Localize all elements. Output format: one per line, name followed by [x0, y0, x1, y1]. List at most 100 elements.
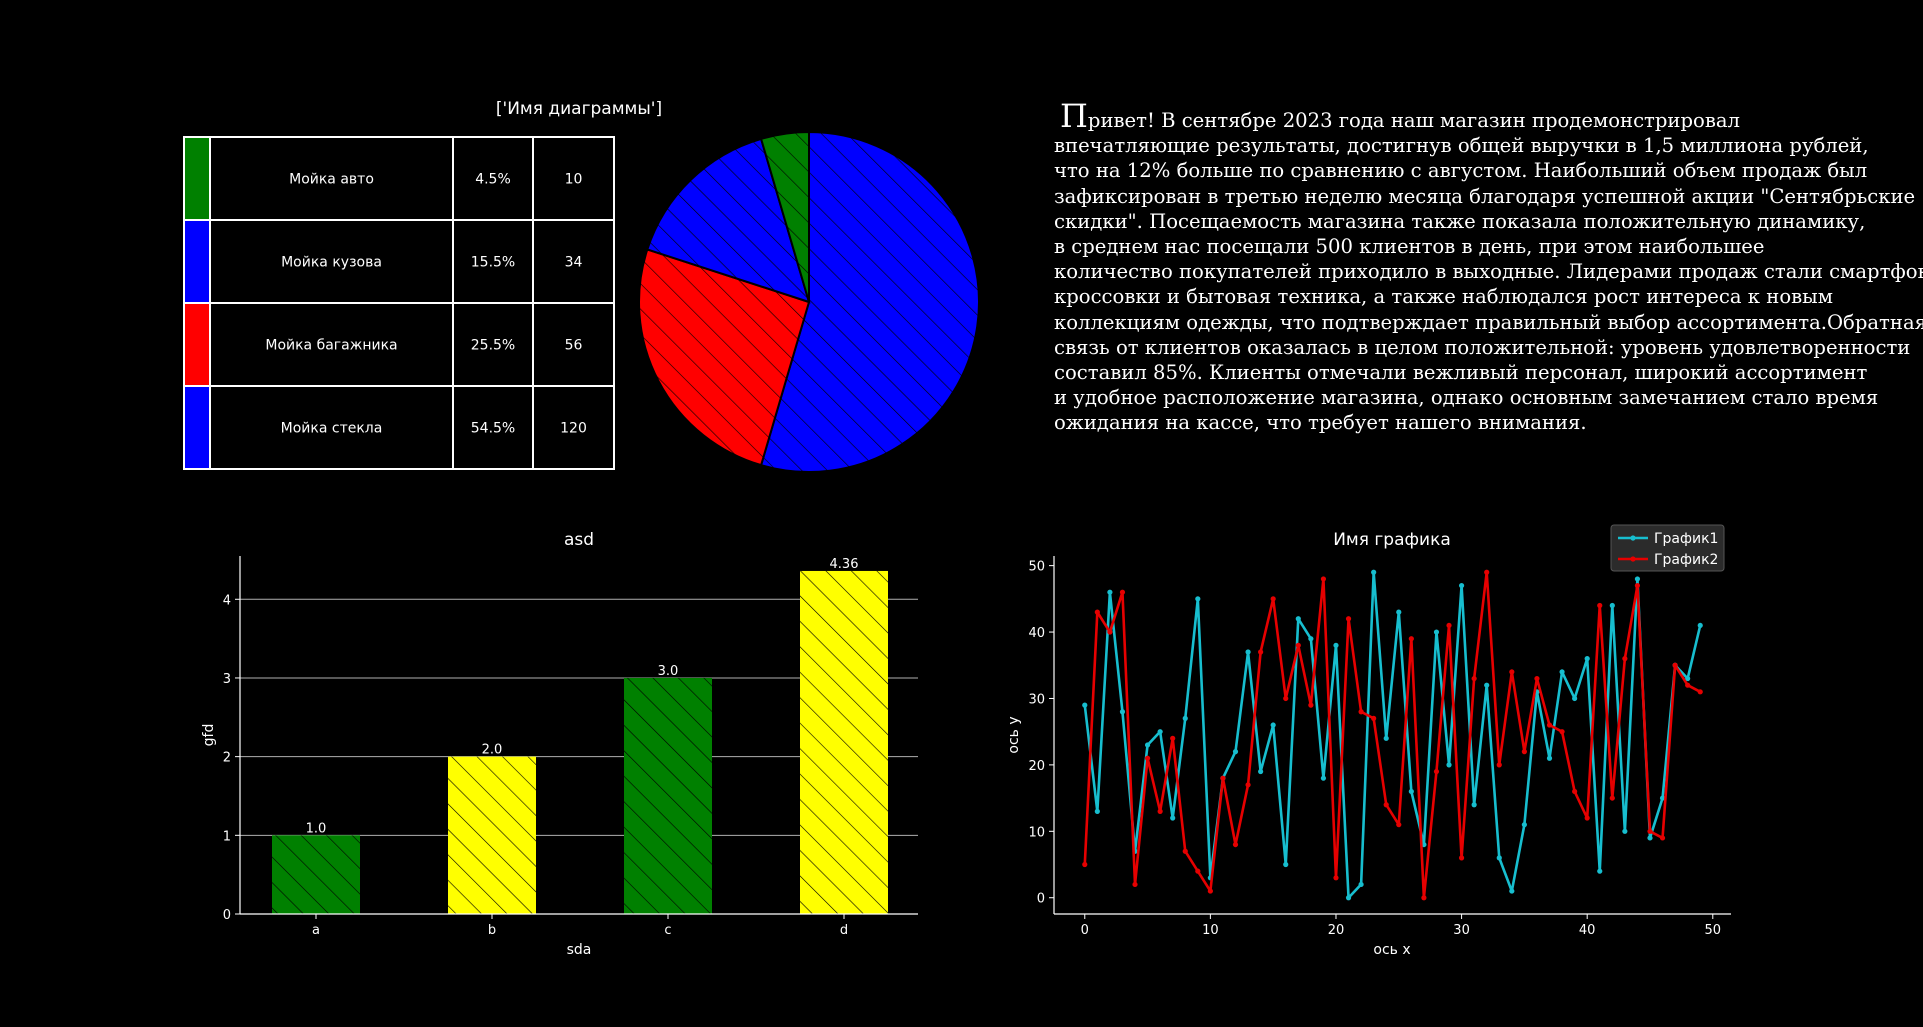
legend-label: График1 — [1654, 531, 1718, 547]
bar-hatch — [448, 756, 536, 914]
pie-table-cell — [209, 302, 454, 387]
series-point — [1458, 855, 1465, 861]
series-point — [1647, 828, 1653, 834]
pie-table-value: 34 — [565, 255, 583, 271]
bar-value-label: 2.0 — [482, 743, 503, 758]
bar-chart-bars: 1.0 2.0 3.0 4.36 — [272, 557, 888, 914]
line-xtick-label: 30 — [1453, 923, 1470, 938]
report-line: ривет! В сентябре 2023 года наш магазин … — [1087, 109, 1740, 132]
series-point — [1182, 848, 1188, 854]
series-point — [1685, 682, 1691, 688]
series-point — [1232, 749, 1239, 755]
series-point — [1358, 709, 1364, 715]
series-point — [1584, 815, 1590, 821]
bar-chart-title: asd — [564, 530, 594, 550]
pie-slice-hatch — [647, 138, 809, 302]
pie-table-swatch — [183, 136, 211, 221]
series-point — [1245, 782, 1251, 788]
series-point — [1559, 729, 1565, 735]
series-point — [1408, 636, 1414, 642]
series-point — [1308, 702, 1314, 708]
pie-table-percent: 15.5% — [471, 255, 515, 271]
series-point — [1559, 669, 1565, 675]
pie-slice-hatch — [639, 249, 809, 466]
pie-table-cell — [452, 136, 534, 221]
line-chart: Имя графика 0 10 20 30 40 50 0 10 20 30 40 50 ось x… — [1006, 524, 1731, 958]
pie-table-swatch — [183, 385, 211, 470]
line-xtick-label: 40 — [1579, 923, 1596, 938]
series-point — [1685, 675, 1691, 682]
series-point — [1446, 762, 1452, 768]
series-point — [1546, 722, 1553, 728]
series-point — [1433, 768, 1440, 775]
series-point — [1509, 669, 1515, 675]
series-point — [1170, 815, 1176, 821]
series-point — [1672, 662, 1678, 668]
series-point — [1170, 735, 1176, 741]
series-point — [1496, 855, 1502, 861]
pie-chart: ['Имя диаграммы'] Мойка авто 4.5% 10Мойка … — [183, 99, 980, 473]
series-point — [1371, 569, 1377, 575]
series-point — [1119, 709, 1126, 715]
pie-table-label: Мойка стекла — [281, 421, 383, 437]
line-chart-ylabel: ось y — [1006, 716, 1022, 753]
pie-table-label: Мойка авто — [289, 172, 374, 188]
series-point — [1521, 749, 1527, 755]
series-point — [1283, 861, 1289, 868]
line-chart-xlabel: ось x — [1373, 942, 1410, 958]
pie-table-percent: 4.5% — [475, 172, 511, 188]
series-point — [1546, 755, 1553, 761]
series-point — [1132, 881, 1138, 888]
line-ytick-label: 40 — [1028, 626, 1045, 641]
series-point — [1295, 642, 1301, 648]
line-ytick-label: 50 — [1028, 560, 1045, 575]
bar-hatch — [272, 835, 360, 914]
bar-chart-ylabel: gfd — [201, 724, 217, 747]
report-line: составил 85%. Клиенты отмечали вежливый … — [1054, 361, 1868, 385]
bar-value-label: 4.36 — [830, 557, 859, 572]
pie-table-percent: 25.5% — [471, 338, 515, 354]
report-line: впечатляющие результаты, достигнув общей… — [1054, 134, 1869, 158]
pie-table-cell — [532, 385, 615, 470]
series-point — [1270, 722, 1276, 728]
bar-hatch — [800, 570, 888, 914]
series-point — [1572, 695, 1578, 702]
bar-chart-xlabel: sda — [567, 942, 592, 958]
pie-chart-title: ['Имя диаграммы'] — [496, 99, 662, 119]
line-chart-series — [1082, 569, 1703, 901]
series-point — [1433, 629, 1440, 635]
series-point — [1345, 895, 1352, 901]
series-point — [1647, 835, 1653, 841]
series-point — [1458, 582, 1465, 589]
series-point — [1697, 689, 1703, 695]
line-ytick-label: 20 — [1028, 759, 1045, 774]
bar-chart-axes: 0 1 2 3 4 a b c d — [223, 556, 918, 938]
report-line: коллекциям одежды, что подтверждает прав… — [1054, 310, 1923, 334]
series-point — [1182, 715, 1188, 721]
report-line: зафиксирован в третью неделю месяца благ… — [1054, 184, 1916, 208]
series-point — [1597, 602, 1603, 609]
series-point — [1157, 808, 1163, 814]
series-point — [1258, 649, 1264, 655]
series-line-1 — [1083, 570, 1702, 900]
line-chart-title: Имя графика — [1333, 530, 1451, 550]
series-point — [1333, 875, 1339, 881]
series-point — [1396, 822, 1402, 828]
report-line: кроссовки и бытовая техника, а также наб… — [1054, 285, 1833, 309]
report-line: ожидания на кассе, что требует нашего вн… — [1054, 411, 1587, 435]
series-point — [1371, 715, 1377, 721]
bar-chart: asd 1.0 2.0 3.0 4.36 0 1 2 3 4 a b c d sda gfd — [201, 530, 918, 958]
series-point — [1333, 642, 1339, 648]
line-ytick-label: 0 — [1037, 892, 1045, 907]
series-point — [1107, 589, 1113, 595]
pie-table-swatch — [183, 302, 211, 387]
series-point — [1144, 755, 1151, 761]
pie-table-cell — [209, 385, 454, 470]
pie-table-label: Мойка кузова — [281, 255, 382, 271]
series-point — [1396, 609, 1402, 615]
bar-value-label: 1.0 — [306, 821, 327, 836]
series-point — [1446, 622, 1452, 629]
series-point — [1320, 576, 1327, 582]
legend-marker — [1630, 535, 1636, 541]
series-point — [1509, 888, 1515, 894]
